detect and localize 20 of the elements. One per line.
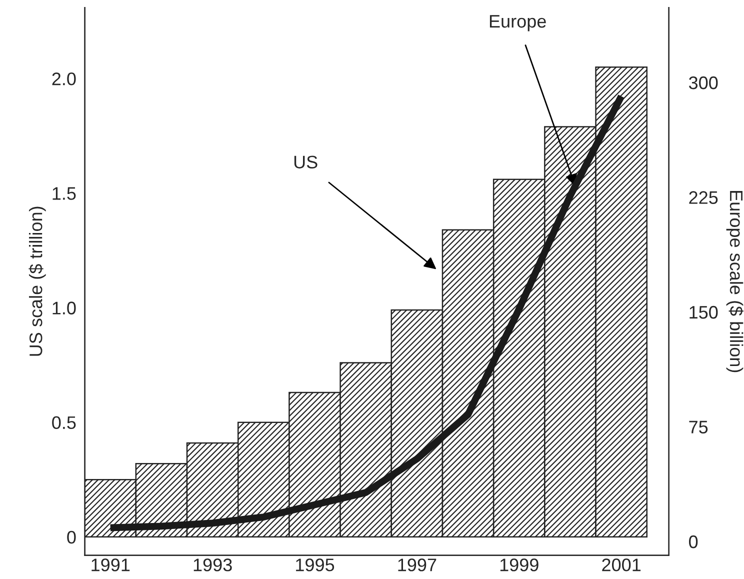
y2-tick-label: 300 bbox=[688, 76, 718, 90]
y-tick-label: 1.0 bbox=[52, 302, 76, 314]
y-axis-title: US scale ($ trillion) bbox=[28, 206, 46, 356]
y-tick-label: 2.0 bbox=[52, 72, 76, 86]
x-tick-label: 2001 bbox=[602, 558, 641, 572]
y2-tick-label: 0 bbox=[689, 535, 698, 548]
y2-tick-label: 75 bbox=[689, 420, 708, 434]
x-tick-label: 1991 bbox=[92, 558, 130, 572]
x-tick-label: 1993 bbox=[194, 558, 232, 572]
x-tick-label: 1999 bbox=[500, 558, 538, 572]
y-tick-label: 0 bbox=[67, 530, 76, 544]
y2-tick-label: 150 bbox=[690, 306, 718, 319]
annotation: Europe bbox=[490, 15, 546, 32]
annotation: US bbox=[294, 156, 318, 168]
y-tick-label: 1.5 bbox=[52, 187, 76, 200]
y2-axis-title: Europe scale ($ billion) bbox=[726, 191, 744, 372]
y-tick-label: 0.5 bbox=[52, 416, 76, 430]
x-tick-label: 1995 bbox=[296, 558, 334, 572]
y2-tick-label: 225 bbox=[689, 191, 718, 204]
x-tick-label: 1997 bbox=[398, 558, 436, 572]
